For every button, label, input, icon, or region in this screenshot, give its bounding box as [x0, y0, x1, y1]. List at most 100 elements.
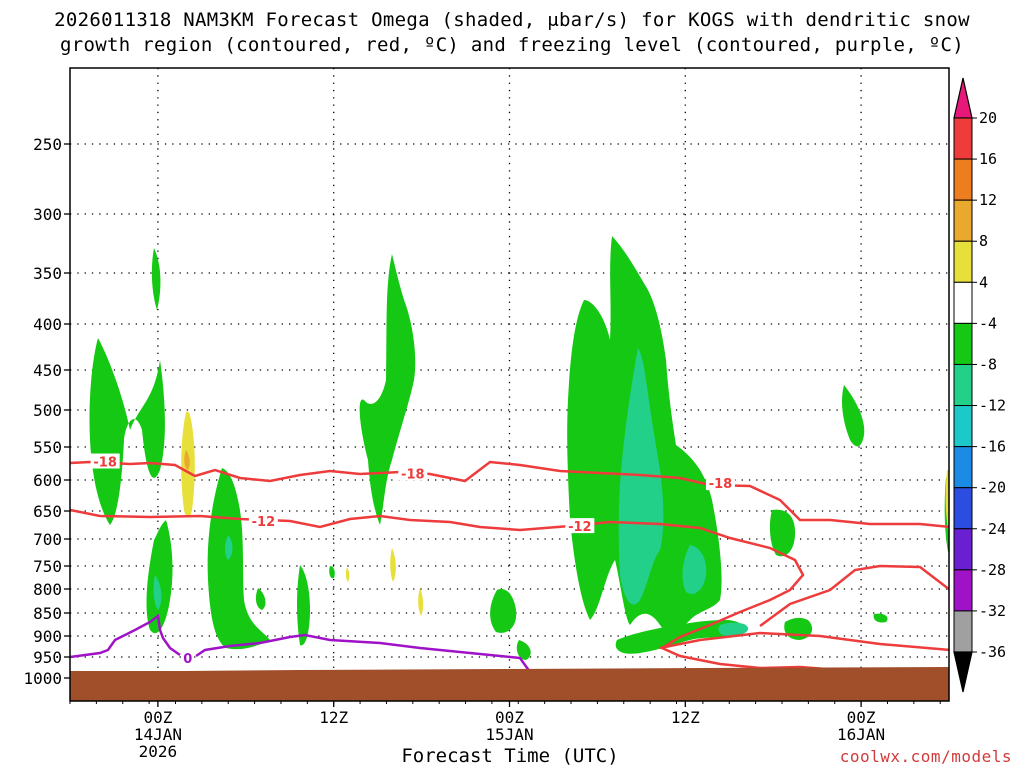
omega-region — [490, 589, 517, 633]
contour-minus18 — [70, 460, 949, 529]
omega-shading — [89, 236, 949, 660]
omega-region — [359, 254, 416, 525]
colorbar-label: -4 — [979, 314, 997, 332]
y-tick-label: 750 — [33, 557, 62, 576]
x-tick-label: 15JAN — [485, 725, 533, 744]
y-tick-label: 300 — [33, 205, 62, 224]
colorbar-box — [953, 240, 973, 283]
colorbar-label: -16 — [979, 438, 1006, 456]
omega-region — [297, 565, 310, 646]
colorbar-label: 8 — [979, 232, 988, 250]
y-tick-label: 700 — [33, 530, 62, 549]
y-tick-label: 250 — [33, 135, 62, 154]
y-tick-label: 850 — [33, 604, 62, 623]
x-tick-label: 12Z — [319, 708, 348, 727]
colorbar-label: 16 — [979, 150, 997, 168]
colorbar-box — [953, 158, 973, 201]
contour-freezing — [195, 633, 532, 673]
y-tick-label: 900 — [33, 627, 62, 646]
colorbar-box — [953, 487, 973, 530]
contour-label: 0 — [183, 652, 192, 667]
contour-label: -12 — [252, 515, 276, 530]
omega-region — [618, 348, 664, 605]
x-tick-label: 14JAN — [134, 725, 182, 744]
contour-label-bg — [90, 453, 120, 469]
x-tick-label: 12Z — [671, 708, 700, 727]
colorbar-arrow-bottom — [953, 651, 973, 693]
omega-region — [184, 450, 190, 470]
colorbar-box — [953, 610, 973, 653]
y-tick-label: 550 — [33, 438, 62, 457]
colorbar-box — [953, 528, 973, 571]
contour-labels: -18 -18 -18 -12 -12 0 — [90, 453, 735, 667]
omega-region — [345, 567, 350, 582]
omega-region — [842, 385, 865, 447]
colorbar-label: 20 — [979, 109, 997, 127]
chart-title-line1: 2026011318 NAM3KM Forecast Omega (shaded… — [54, 9, 970, 31]
colorbar-label: 12 — [979, 191, 997, 209]
x-tick-label: 00Z — [143, 708, 172, 727]
omega-region — [225, 535, 233, 560]
contour-label-bg — [182, 649, 194, 665]
colorbar-box — [953, 281, 973, 324]
x-tick-label: 00Z — [495, 708, 524, 727]
credit-text: coolwx.com/models — [839, 747, 1012, 766]
y-tick-label: 950 — [33, 648, 62, 667]
terrain-top — [70, 667, 949, 672]
colorbar-box — [953, 117, 973, 160]
omega-region — [516, 640, 531, 660]
omega-region — [151, 248, 161, 310]
omega-region — [418, 588, 424, 616]
omega-region — [682, 545, 707, 595]
contour-minus12 — [659, 631, 949, 652]
terrain-fill — [70, 671, 949, 701]
y-tick-label: 1000 — [23, 669, 62, 688]
colorbar-box — [953, 363, 973, 407]
omega-region — [207, 468, 270, 650]
omega-region — [390, 548, 396, 582]
contour-minus12 — [70, 508, 949, 674]
colorbar-box — [953, 322, 973, 365]
chart-title-line2: growth region (contoured, red, ºC) and f… — [60, 34, 964, 56]
omega-region — [153, 575, 162, 610]
contour-label-bg — [248, 513, 278, 529]
omega-region — [873, 613, 888, 623]
y-tick-label: 400 — [33, 315, 62, 334]
contour-label: -12 — [568, 520, 592, 535]
y-tick-label: 600 — [33, 471, 62, 490]
colorbar-box — [953, 405, 973, 448]
omega-region — [769, 509, 796, 557]
omega-region — [329, 566, 335, 579]
colorbar-box — [953, 446, 973, 489]
colorbar: 20 16 12 8 4 -4 -8 -12 -16 -20 -24 -28 -32 -36 — [953, 77, 1006, 693]
omega-region — [945, 470, 949, 530]
contour-minus12 — [759, 564, 949, 628]
colorbar-box — [953, 199, 973, 242]
omega-region — [89, 338, 165, 525]
contour-label: -18 — [93, 456, 117, 471]
colorbar-label: -28 — [979, 561, 1006, 579]
omega-region — [146, 520, 173, 634]
y-tick-label: 350 — [33, 264, 62, 283]
omega-region — [718, 622, 749, 637]
contour-label-bg — [705, 475, 735, 491]
colorbar-label: -24 — [979, 520, 1006, 538]
temperature-contours — [70, 460, 949, 674]
y-tick-label: 800 — [33, 580, 62, 599]
colorbar-label: -20 — [979, 479, 1006, 497]
contour-label-bg — [398, 465, 428, 481]
contour-label: -18 — [401, 467, 425, 482]
colorbar-label: -12 — [979, 397, 1006, 415]
y-tick-label: 450 — [33, 361, 62, 380]
x-tick-label: 00Z — [847, 708, 876, 727]
contour-freezing — [70, 613, 181, 659]
colorbar-label: -36 — [979, 643, 1006, 661]
contour-label-bg — [565, 518, 595, 534]
y-tick-label: 500 — [33, 401, 62, 420]
y-axis: 250 300 350 400 450 500 550 600 650 700 750 800 850 9… — [23, 135, 70, 688]
y-tick-label: 650 — [33, 502, 62, 521]
contour-label: -18 — [709, 477, 733, 492]
omega-region — [784, 617, 813, 640]
